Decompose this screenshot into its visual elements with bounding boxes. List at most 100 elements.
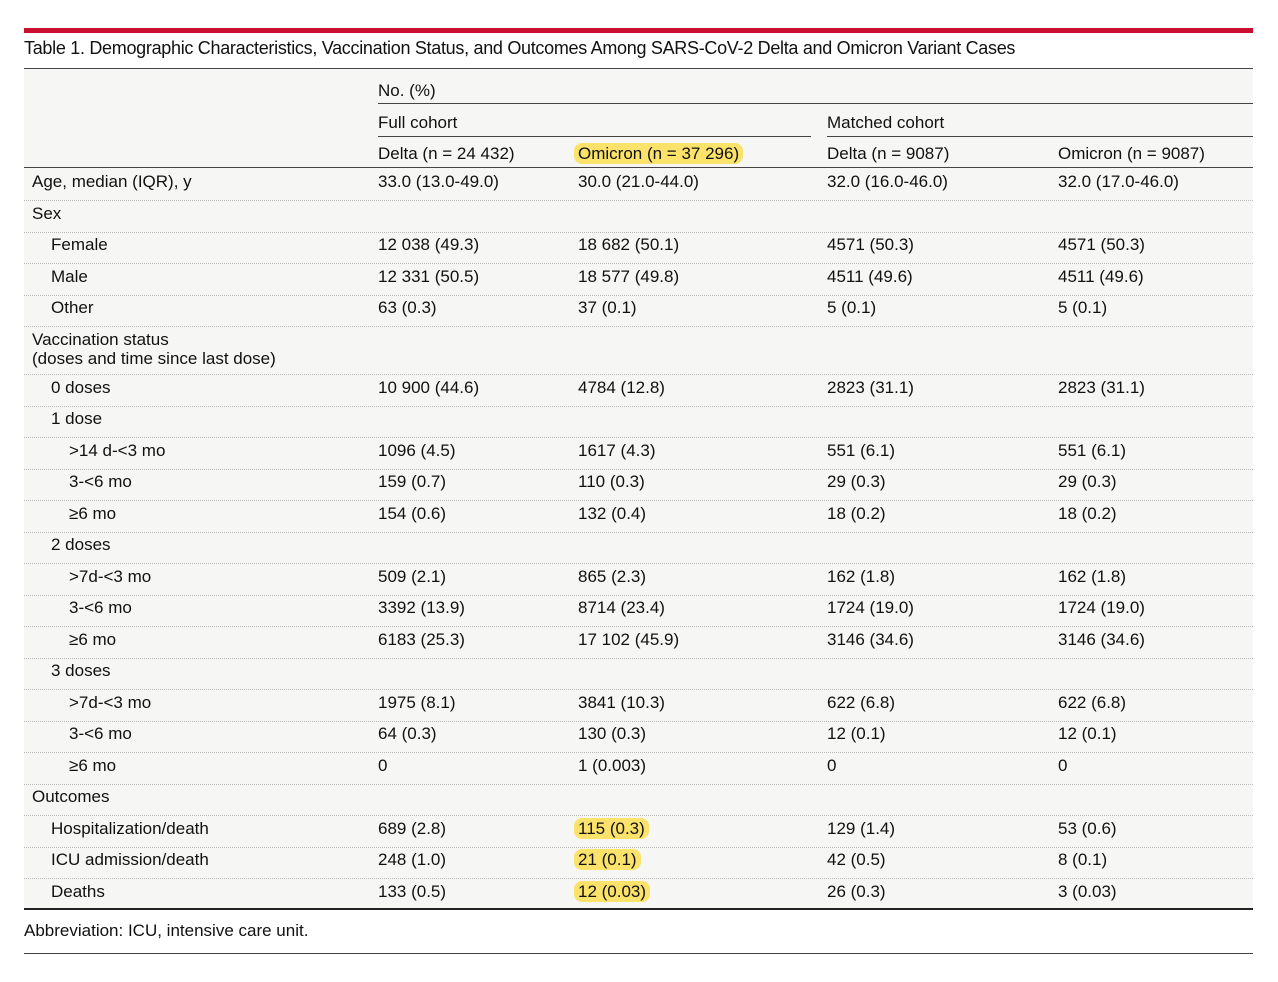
row-label: Male xyxy=(51,267,88,286)
table-cell: 6183 (25.3) xyxy=(378,630,465,649)
table-row: Outcomes xyxy=(24,787,1253,816)
row-label: >7d-<3 mo xyxy=(69,693,152,712)
table-row: Age, median (IQR), y 33.0 (13.0-49.0) 30.0… xyxy=(24,172,1253,201)
row-label: Age, median (IQR), y xyxy=(32,172,192,191)
table-title: Table 1. Demographic Characteristics, Va… xyxy=(24,38,1016,58)
table-row: >7d-<3 mo 509 (2.1) 865 (2.3) 162 (1.8) 162 … xyxy=(24,567,1253,596)
table-cell: 63 (0.3) xyxy=(378,298,437,317)
table-cell: 1 (0.003) xyxy=(578,756,647,775)
table-cell: 110 (0.3) xyxy=(578,472,645,491)
row-label: Outcomes xyxy=(32,787,110,806)
table-cell: 622 (6.8) xyxy=(1058,693,1127,712)
table-row: Other 63 (0.3) 37 (0.1) 5 (0.1) 5 (0.1) xyxy=(24,298,1253,327)
table-cell: 33.0 (13.0-49.0) xyxy=(378,172,499,191)
row-label: 3-<6 mo xyxy=(69,472,132,491)
table-cell: 1975 (8.1) xyxy=(378,693,456,712)
row-label: 3 doses xyxy=(51,661,111,680)
table-row: Female 12 038 (49.3) 18 682 (50.1) 4571 (50… xyxy=(24,235,1253,264)
table-cell: 3146 (34.6) xyxy=(827,630,914,649)
row-label: 3-<6 mo xyxy=(69,598,132,617)
table-cell: 1096 (4.5) xyxy=(378,441,456,460)
row-label: Vaccination status xyxy=(32,330,169,349)
footnote: Abbreviation: ICU, intensive care unit. xyxy=(24,921,309,940)
table-cell: 0 xyxy=(827,756,837,775)
table-cell: 2823 (31.1) xyxy=(1058,378,1145,397)
highlighted-cell-value: 21 (0.1) xyxy=(574,849,641,870)
row-label: ≥6 mo xyxy=(69,630,117,649)
table-cell: 12 038 (49.3) xyxy=(378,235,480,254)
table-row: ICU admission/death 248 (1.0) 21 (0.1) 42 (… xyxy=(24,849,1253,879)
table-row: 0 doses 10 900 (44.6) 4784 (12.8) 2823 (31.… xyxy=(24,378,1253,407)
row-label: 2 doses xyxy=(51,535,111,554)
table-cell: 689 (2.8) xyxy=(378,819,447,838)
table-cell: 551 (6.1) xyxy=(827,441,896,460)
table-cell: 21 (0.1) xyxy=(574,849,641,870)
table-cell: 4571 (50.3) xyxy=(827,235,914,254)
row-label: Female xyxy=(51,235,108,254)
table-cell: 4511 (49.6) xyxy=(827,267,913,286)
table-cell: 37 (0.1) xyxy=(578,298,637,317)
table-cell: 8 (0.1) xyxy=(1058,850,1108,869)
table-cell: 1724 (19.0) xyxy=(827,598,914,617)
table-cell: 1617 (4.3) xyxy=(578,441,656,460)
table-cell: 29 (0.3) xyxy=(1058,472,1117,491)
row-label: ≥6 mo xyxy=(69,756,117,775)
footnote-rule xyxy=(24,953,1253,954)
header-bottom-rule xyxy=(24,167,1253,168)
table-cell: 154 (0.6) xyxy=(378,504,447,523)
table-cell: 42 (0.5) xyxy=(827,850,886,869)
table-bottom-rule xyxy=(24,908,1253,910)
header-rule-no-pct xyxy=(378,103,1253,104)
table-cell: 30.0 (21.0-44.0) xyxy=(578,172,699,191)
accent-bar xyxy=(24,28,1253,33)
table-cell: 3392 (13.9) xyxy=(378,598,465,617)
table-cell: 12 (0.1) xyxy=(1058,724,1117,743)
table-cell: 130 (0.3) xyxy=(578,724,647,743)
table-row: ≥6 mo 0 1 (0.003) 0 0 xyxy=(24,756,1253,785)
table-cell: 1724 (19.0) xyxy=(1058,598,1145,617)
table-cell: 129 (1.4) xyxy=(827,819,896,838)
highlighted-cell-value: 12 (0.03) xyxy=(574,881,651,902)
table-row: ≥6 mo 6183 (25.3) 17 102 (45.9) 3146 (34.6)… xyxy=(24,630,1253,659)
header-full-cohort: Full cohort xyxy=(378,113,458,132)
table-row: >7d-<3 mo 1975 (8.1) 3841 (10.3) 622 (6.8) 6… xyxy=(24,693,1253,722)
table-cell: 3841 (10.3) xyxy=(578,693,665,712)
row-label: 0 doses xyxy=(51,378,111,397)
row-label: 3-<6 mo xyxy=(69,724,132,743)
data-table xyxy=(24,69,1253,909)
table-cell: 5 (0.1) xyxy=(1058,298,1108,317)
table-cell: 509 (2.1) xyxy=(378,567,447,586)
row-label: Sex xyxy=(32,204,62,223)
table-cell: 29 (0.3) xyxy=(827,472,886,491)
table-row: 1 dose xyxy=(24,409,1253,438)
table-cell: 12 (0.1) xyxy=(827,724,886,743)
column-header-delta-full: Delta (n = 24 432) xyxy=(378,144,515,163)
row-label: ≥6 mo xyxy=(69,504,117,523)
table-row: 3-<6 mo 3392 (13.9) 8714 (23.4) 1724 (19.0)… xyxy=(24,598,1253,627)
row-label: Other xyxy=(51,298,94,317)
table-cell: 26 (0.3) xyxy=(827,882,886,901)
highlighted-cell-value: 115 (0.3) xyxy=(574,818,649,839)
table-row: Male 12 331 (50.5) 18 577 (49.8) 4511 (49.6… xyxy=(24,267,1253,296)
table-row: Sex xyxy=(24,204,1253,233)
column-header-delta-matched: Delta (n = 9087) xyxy=(827,144,950,163)
table-cell: 132 (0.4) xyxy=(578,504,647,523)
table-cell: 32.0 (17.0-46.0) xyxy=(1058,172,1179,191)
table-cell: 248 (1.0) xyxy=(378,850,447,869)
table-cell: 115 (0.3) xyxy=(574,818,649,839)
table-cell: 12 331 (50.5) xyxy=(378,267,480,286)
table-cell: 622 (6.8) xyxy=(827,693,896,712)
header-rule-matched-cohort xyxy=(827,136,1253,137)
table-row: 3-<6 mo 159 (0.7) 110 (0.3) 29 (0.3) 29 (0.3… xyxy=(24,472,1253,501)
table-cell: 4784 (12.8) xyxy=(578,378,665,397)
table-row: Vaccination status (doses and time since … xyxy=(24,330,1253,375)
table-cell: 12 (0.03) xyxy=(574,881,651,902)
row-label: >7d-<3 mo xyxy=(69,567,152,586)
table-cell: 162 (1.8) xyxy=(1058,567,1127,586)
table-cell: 551 (6.1) xyxy=(1058,441,1127,460)
table-cell: 18 (0.2) xyxy=(827,504,886,523)
table-row: >14 d-<3 mo 1096 (4.5) 1617 (4.3) 551 (6.1)… xyxy=(24,441,1253,470)
table-cell: 3146 (34.6) xyxy=(1058,630,1145,649)
table-row: 3-<6 mo 64 (0.3) 130 (0.3) 12 (0.1) 12 (0.1) xyxy=(24,724,1253,753)
table-cell: 0 xyxy=(378,756,388,775)
